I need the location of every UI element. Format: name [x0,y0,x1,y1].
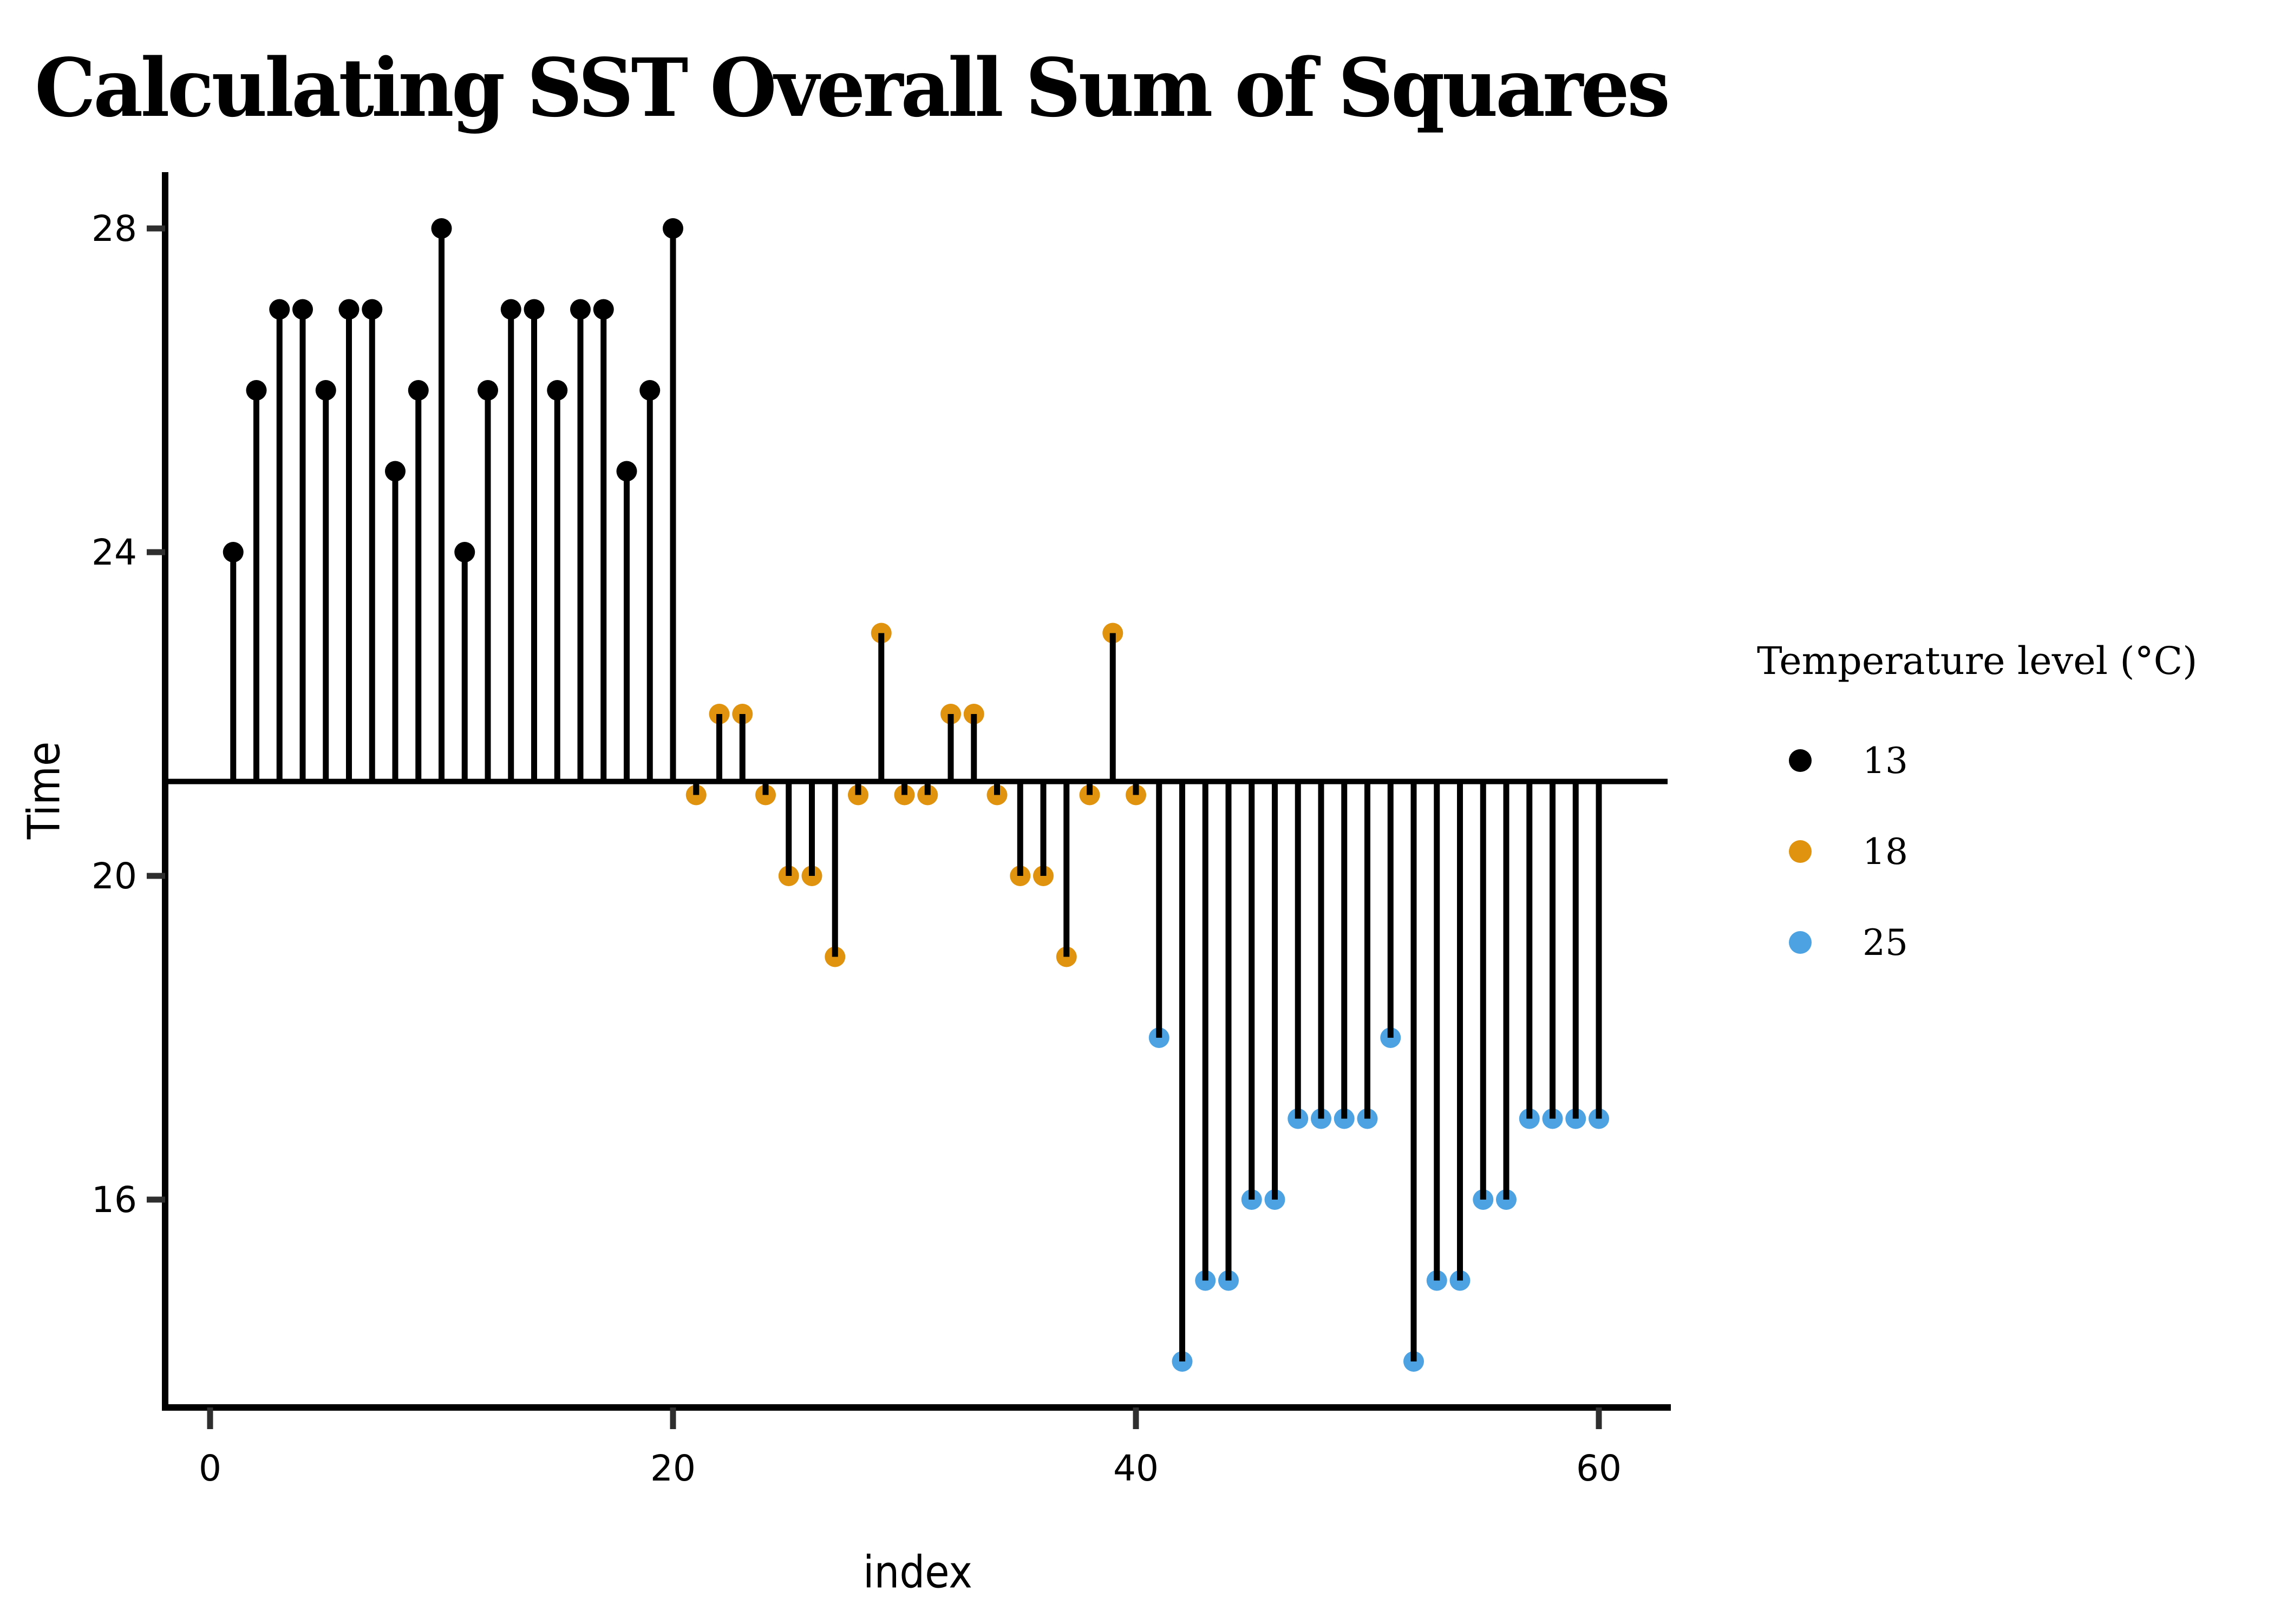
legend-item-label: 18 [1863,830,1908,873]
legend-key-dot [1789,840,1812,863]
y-tick-label: 20 [92,855,137,897]
y-tick-label: 16 [92,1179,137,1221]
y-tick-label: 24 [92,532,137,573]
legend-item-label: 13 [1863,739,1908,782]
legend-key-dot [1789,749,1812,772]
legend-item-label: 25 [1863,921,1908,964]
x-tick-label: 60 [1576,1448,1622,1489]
legend: Temperature level (°C) 13 18 25 [1749,623,2258,1001]
y-tick-label: 28 [92,208,137,250]
x-tick-label: 0 [199,1448,221,1489]
legend-item: 18 [1749,830,1908,873]
x-axis-title: index [863,1547,972,1599]
x-tick-label: 40 [1113,1448,1159,1489]
x-tick-label: 20 [650,1448,696,1489]
legend-key-dot [1789,931,1812,954]
legend-title: Temperature level (°C) [1757,639,2198,683]
chart-title: Calculating SST Overall Sum of Squares [35,41,1670,135]
legend-item: 25 [1749,921,1908,964]
y-axis-title: Time [18,741,70,840]
legend-item: 13 [1749,739,1908,782]
